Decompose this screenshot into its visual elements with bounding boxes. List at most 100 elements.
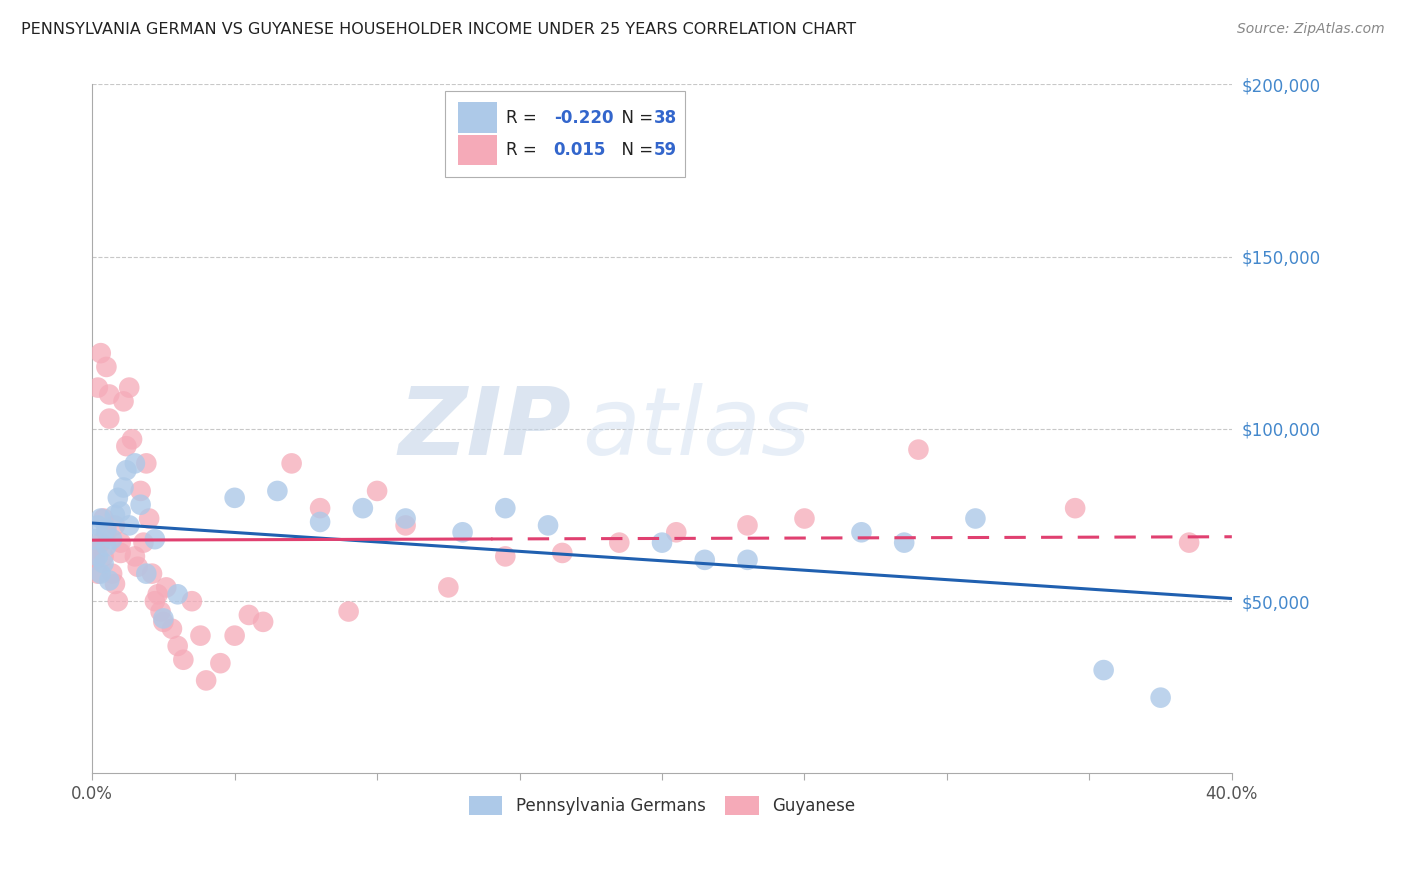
Point <box>737 518 759 533</box>
Point <box>195 673 218 688</box>
Text: PENNSYLVANIA GERMAN VS GUYANESE HOUSEHOLDER INCOME UNDER 25 YEARS CORRELATION CH: PENNSYLVANIA GERMAN VS GUYANESE HOUSEHOL… <box>21 22 856 37</box>
Point <box>93 549 115 564</box>
Point <box>893 535 915 549</box>
Point <box>107 491 129 505</box>
Point <box>135 456 157 470</box>
Point <box>793 511 815 525</box>
Point <box>309 515 332 529</box>
Text: 59: 59 <box>654 141 678 159</box>
Point <box>394 511 416 525</box>
Text: Source: ZipAtlas.com: Source: ZipAtlas.com <box>1237 22 1385 37</box>
Point <box>149 605 172 619</box>
Point <box>451 525 474 540</box>
Point <box>494 501 516 516</box>
Point <box>87 549 110 564</box>
Point <box>238 607 260 622</box>
Point <box>209 656 232 670</box>
Point <box>266 483 288 498</box>
FancyBboxPatch shape <box>446 91 685 178</box>
Point <box>152 611 174 625</box>
Point <box>112 394 135 409</box>
Point <box>907 442 929 457</box>
Point <box>132 535 155 549</box>
Point <box>90 566 112 581</box>
Point <box>180 594 202 608</box>
Point <box>110 546 132 560</box>
Point <box>84 532 107 546</box>
Point <box>138 511 160 525</box>
Point <box>160 622 183 636</box>
Point <box>115 463 138 477</box>
Point <box>693 553 716 567</box>
Point <box>366 483 388 498</box>
Point <box>129 498 152 512</box>
Text: 38: 38 <box>654 109 678 127</box>
Point <box>224 629 246 643</box>
Point <box>93 511 115 525</box>
Point <box>87 518 110 533</box>
Point <box>280 456 302 470</box>
Point <box>98 574 121 588</box>
Point <box>104 577 127 591</box>
Point <box>118 381 141 395</box>
Point <box>107 594 129 608</box>
Point <box>121 432 143 446</box>
Point <box>124 549 146 564</box>
Point <box>104 518 127 533</box>
Point <box>96 539 118 553</box>
Point <box>96 525 118 540</box>
Point <box>96 522 118 536</box>
Point <box>90 535 112 549</box>
Text: N =: N = <box>610 141 658 159</box>
Point <box>98 411 121 425</box>
Point <box>118 518 141 533</box>
Point <box>110 535 132 549</box>
Point <box>1178 535 1201 549</box>
Point <box>851 525 873 540</box>
Point <box>155 581 177 595</box>
Point <box>172 653 194 667</box>
Point <box>104 508 127 522</box>
Point <box>737 553 759 567</box>
Point <box>135 566 157 581</box>
Point <box>101 566 124 581</box>
Point <box>252 615 274 629</box>
Point <box>129 483 152 498</box>
Point <box>607 535 630 549</box>
Point <box>84 542 107 557</box>
Point <box>152 615 174 629</box>
Point <box>101 532 124 546</box>
Point <box>394 518 416 533</box>
Point <box>112 481 135 495</box>
Point <box>141 566 163 581</box>
Legend: Pennsylvania Germans, Guyanese: Pennsylvania Germans, Guyanese <box>461 788 863 823</box>
Text: -0.220: -0.220 <box>554 109 613 127</box>
Point <box>551 546 574 560</box>
Point <box>224 491 246 505</box>
Point <box>110 505 132 519</box>
Point <box>190 629 212 643</box>
Point <box>665 525 688 540</box>
Point <box>1149 690 1171 705</box>
Point <box>651 535 673 549</box>
FancyBboxPatch shape <box>458 135 496 165</box>
Point <box>96 359 118 374</box>
Point <box>494 549 516 564</box>
Point <box>84 553 107 567</box>
Point <box>1064 501 1087 516</box>
Text: ZIP: ZIP <box>398 383 571 475</box>
Point <box>437 581 460 595</box>
Point <box>93 556 115 570</box>
Text: 0.015: 0.015 <box>554 141 606 159</box>
Point <box>309 501 332 516</box>
Point <box>90 346 112 360</box>
Point <box>166 587 188 601</box>
Point <box>143 594 166 608</box>
Point <box>127 559 149 574</box>
Point <box>115 439 138 453</box>
Text: N =: N = <box>610 109 658 127</box>
Point <box>146 587 169 601</box>
Point <box>143 532 166 546</box>
Point <box>90 511 112 525</box>
Text: atlas: atlas <box>582 384 810 475</box>
